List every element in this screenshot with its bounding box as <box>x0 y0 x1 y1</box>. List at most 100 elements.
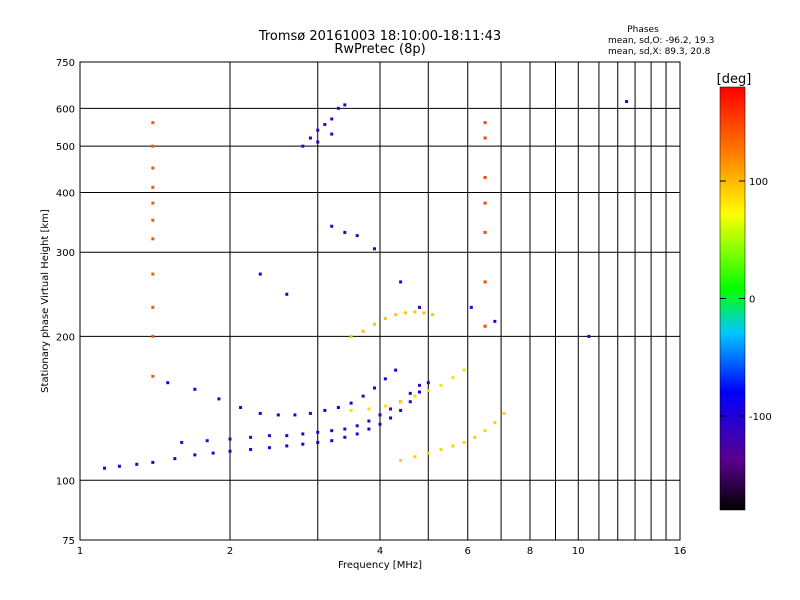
data-point <box>367 419 371 423</box>
data-point <box>361 329 365 333</box>
data-point <box>413 310 417 314</box>
y-axis-ticks: 75 100 200 300 400 500 600 750 <box>56 58 75 547</box>
data-point <box>413 455 417 459</box>
data-point <box>483 429 487 433</box>
data-point <box>349 334 353 338</box>
data-point <box>483 280 487 284</box>
data-point <box>276 413 280 417</box>
x-tick-label: 8 <box>527 546 533 557</box>
data-point <box>439 447 443 451</box>
data-point <box>343 230 347 234</box>
y-axis-label: Stationary phase Virtual Height [km] <box>40 209 51 393</box>
data-point <box>330 132 334 136</box>
data-point <box>285 292 289 296</box>
colorbar-tick-label: 100 <box>749 177 768 188</box>
data-point <box>330 117 334 121</box>
phases-o-line: mean, sd,O: -96.2, 19.3 <box>608 36 714 46</box>
data-point <box>249 435 253 439</box>
data-point <box>394 313 398 317</box>
data-point <box>389 416 393 420</box>
x-axis-label: Frequency [MHz] <box>338 560 422 571</box>
data-point <box>211 451 215 455</box>
data-point <box>151 237 155 241</box>
data-point <box>483 230 487 234</box>
data-point <box>151 185 155 189</box>
data-point <box>587 334 591 338</box>
data-point <box>117 464 121 468</box>
data-point <box>378 422 382 426</box>
data-point <box>267 434 271 438</box>
data-point <box>483 201 487 205</box>
data-point <box>417 390 421 394</box>
data-point <box>151 460 155 464</box>
data-point <box>373 386 377 390</box>
data-point <box>483 121 487 125</box>
y-tick-label: 75 <box>62 536 75 547</box>
x-axis-ticks: 1 2 4 6 8 10 16 <box>77 546 687 557</box>
data-point <box>228 437 232 441</box>
data-point <box>316 128 320 132</box>
data-point <box>355 424 359 428</box>
data-point <box>323 408 327 412</box>
data-point <box>316 430 320 434</box>
data-point <box>483 136 487 140</box>
y-tick-label: 400 <box>56 188 75 199</box>
y-tick-label: 100 <box>56 476 75 487</box>
data-point <box>151 374 155 378</box>
data-point <box>343 103 347 107</box>
data-point <box>349 408 353 412</box>
data-point <box>403 311 407 315</box>
data-point <box>166 381 170 385</box>
data-point <box>483 175 487 179</box>
data-point <box>394 368 398 372</box>
y-tick-label: 500 <box>56 142 75 153</box>
y-tick-label: 600 <box>56 104 75 115</box>
data-point <box>151 201 155 205</box>
x-tick-label: 1 <box>77 546 83 557</box>
data-point <box>285 444 289 448</box>
data-point <box>399 400 403 404</box>
data-point <box>383 316 387 320</box>
data-point <box>308 136 312 140</box>
data-point <box>493 319 497 323</box>
data-point <box>258 272 262 276</box>
data-point <box>151 334 155 338</box>
chart-title: Tromsø 20161003 18:10:00-18:11:43 <box>258 29 501 44</box>
data-point <box>373 322 377 326</box>
y-tick-label: 750 <box>56 58 75 69</box>
data-point <box>367 427 371 431</box>
data-point <box>462 440 466 444</box>
data-point <box>451 376 455 380</box>
data-point <box>493 421 497 425</box>
data-point <box>293 413 297 417</box>
data-point <box>151 166 155 170</box>
data-point <box>439 383 443 387</box>
data-point <box>103 466 107 470</box>
data-point <box>330 224 334 228</box>
data-point <box>180 440 184 444</box>
data-point <box>399 458 403 462</box>
data-point <box>308 411 312 415</box>
x-tick-label: 10 <box>572 546 585 557</box>
x-tick-label: 16 <box>674 546 687 557</box>
data-point <box>205 439 209 443</box>
data-point <box>173 457 177 461</box>
phases-title: Phases <box>627 25 659 35</box>
data-point <box>336 106 340 110</box>
data-point <box>426 389 430 393</box>
data-point <box>323 123 327 127</box>
data-point <box>383 404 387 408</box>
data-point <box>193 387 197 391</box>
data-point <box>285 434 289 438</box>
data-point <box>301 144 305 148</box>
data-point <box>151 305 155 309</box>
data-point <box>462 368 466 372</box>
data-point <box>451 444 455 448</box>
data-point <box>301 442 305 446</box>
data-point <box>408 400 412 404</box>
data-point <box>625 100 629 104</box>
data-point <box>389 407 393 411</box>
data-point <box>336 405 340 409</box>
data-point <box>355 432 359 436</box>
data-point <box>413 394 417 398</box>
